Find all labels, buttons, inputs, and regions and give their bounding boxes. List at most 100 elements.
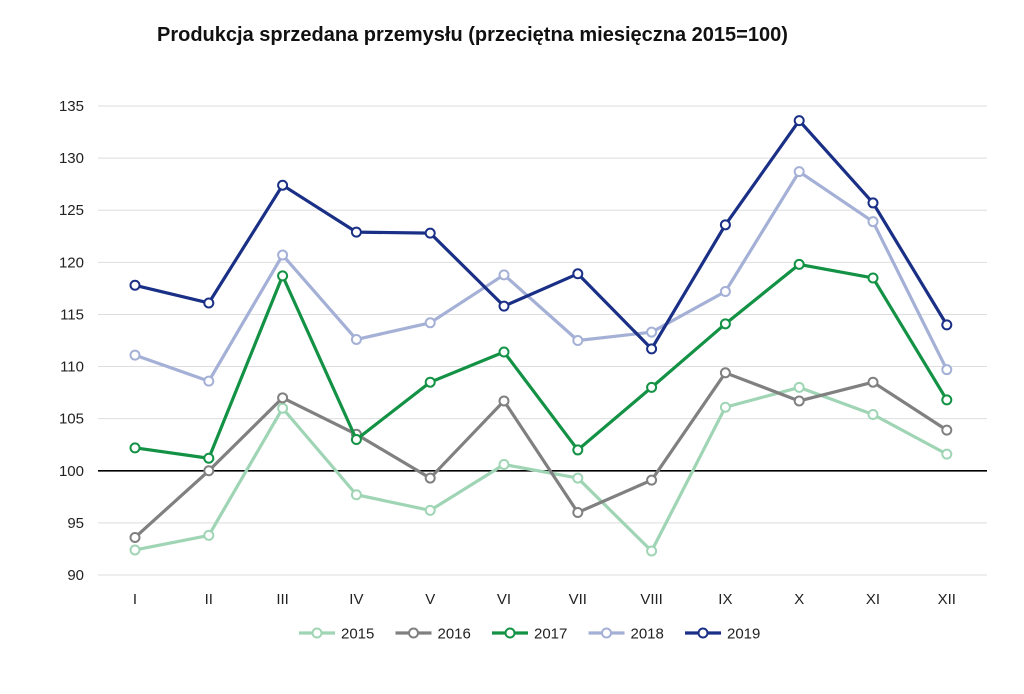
data-point <box>350 434 362 446</box>
y-tick-label: 120 <box>59 254 84 271</box>
x-tick-label: I <box>133 591 137 608</box>
y-tick-label: 105 <box>59 411 84 428</box>
data-point <box>129 349 141 361</box>
data-point <box>941 448 953 460</box>
data-point <box>277 179 289 191</box>
data-point <box>793 395 805 407</box>
data-point <box>867 197 879 209</box>
legend-label: 2019 <box>727 626 760 643</box>
x-tick-label: IV <box>349 591 363 608</box>
series-2016 <box>129 367 953 543</box>
data-point <box>498 459 510 471</box>
data-point <box>719 318 731 330</box>
y-tick-label: 125 <box>59 202 84 219</box>
data-point <box>719 367 731 379</box>
legend-item-2015: 2015 <box>299 626 374 643</box>
y-tick-label: 90 <box>67 567 84 584</box>
data-point <box>793 166 805 178</box>
data-point <box>277 249 289 261</box>
data-point <box>424 376 436 388</box>
data-point <box>203 529 215 541</box>
data-point <box>277 402 289 414</box>
data-point <box>424 227 436 239</box>
data-point <box>203 452 215 464</box>
data-point <box>572 472 584 484</box>
data-point <box>350 489 362 501</box>
data-point <box>203 375 215 387</box>
data-point <box>498 395 510 407</box>
series-lines <box>129 115 953 557</box>
x-tick-label: XII <box>938 591 956 608</box>
data-point <box>129 544 141 556</box>
x-tick-label: VI <box>497 591 511 608</box>
y-tick-label: 95 <box>67 515 84 532</box>
data-point <box>350 333 362 345</box>
legend-label: 2017 <box>534 626 567 643</box>
legend-item-2018: 2018 <box>588 626 664 643</box>
legend: 2015 2016 2017 2018 2019 <box>299 626 760 643</box>
data-point <box>572 335 584 346</box>
x-tick-label: II <box>205 591 213 608</box>
legend-swatch-marker <box>601 627 612 639</box>
data-point <box>867 376 879 388</box>
series-line <box>133 170 949 383</box>
x-tick-label: VIII <box>640 591 663 608</box>
series-line <box>133 371 949 540</box>
legend-label: 2018 <box>631 626 664 643</box>
data-point <box>867 408 879 420</box>
y-tick-label: 115 <box>60 306 84 323</box>
series-line <box>133 118 949 351</box>
data-point <box>719 401 731 413</box>
y-tick-label: 110 <box>60 359 84 376</box>
data-point <box>203 465 215 477</box>
data-point <box>424 472 436 484</box>
x-tick-label: III <box>276 591 289 608</box>
data-point <box>941 364 953 376</box>
legend-item-2017: 2017 <box>492 626 567 643</box>
data-point <box>129 442 141 454</box>
data-point <box>646 474 658 486</box>
data-point <box>350 226 362 238</box>
data-point <box>129 279 141 291</box>
data-point <box>424 317 436 329</box>
legend-item-2016: 2016 <box>395 626 471 643</box>
series-2015 <box>129 381 953 557</box>
series-2018 <box>129 166 953 387</box>
data-point <box>572 268 584 280</box>
data-point <box>941 319 953 331</box>
y-tick-label: 135 <box>59 98 84 115</box>
data-point <box>203 297 215 309</box>
data-point <box>719 286 731 298</box>
data-point <box>129 531 141 543</box>
data-point <box>646 545 658 557</box>
data-point <box>867 216 879 228</box>
legend-swatch-marker <box>504 627 516 639</box>
data-point <box>498 346 510 358</box>
x-tick-label: VII <box>569 591 587 608</box>
legend-swatch-marker <box>408 627 419 639</box>
data-point <box>646 343 658 355</box>
data-point <box>793 258 805 270</box>
chart-title: Produkcja sprzedana przemysłu (przeciętn… <box>157 24 788 46</box>
data-point <box>719 219 731 231</box>
data-point <box>941 394 953 406</box>
legend-swatch-marker <box>311 627 323 639</box>
data-point <box>646 381 658 393</box>
x-tick-label: V <box>425 591 435 608</box>
series-line <box>133 262 949 460</box>
legend-swatch-marker <box>697 627 709 639</box>
data-point <box>498 269 510 281</box>
series-2019 <box>129 115 953 355</box>
legend-label: 2015 <box>341 626 374 643</box>
data-point <box>277 392 289 404</box>
series-2017 <box>129 258 953 464</box>
x-tick-label: X <box>794 591 804 608</box>
data-point <box>498 300 510 312</box>
data-point <box>277 270 289 282</box>
data-point <box>646 326 658 338</box>
data-point <box>572 506 584 518</box>
legend-item-2019: 2019 <box>685 626 760 643</box>
x-tick-label: XI <box>866 591 880 608</box>
